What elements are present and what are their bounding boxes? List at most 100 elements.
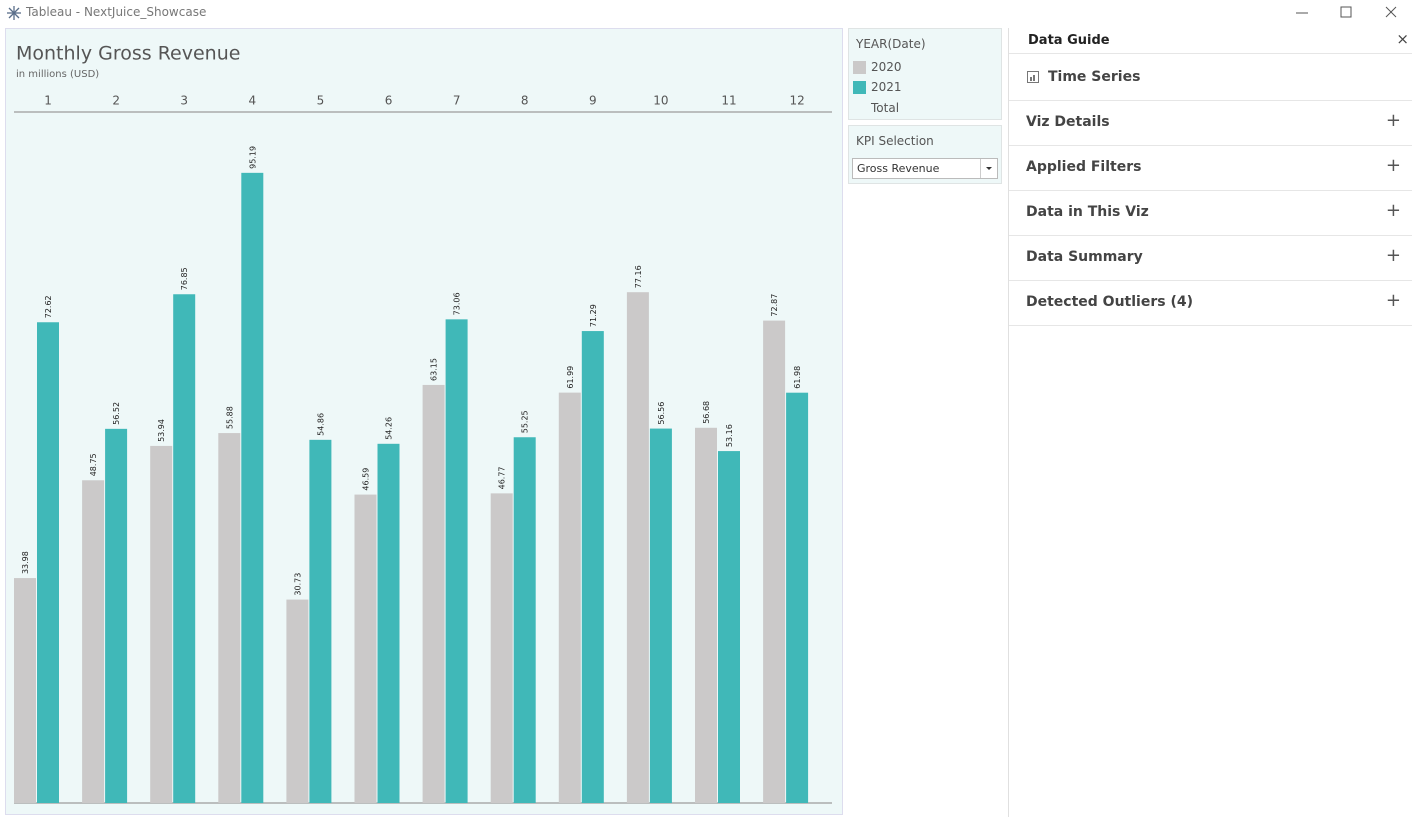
x-tick-label: 10 [653,94,668,108]
x-tick-label: 3 [180,94,188,108]
x-tick-label: 11 [721,94,736,108]
bar [354,494,377,803]
bar [626,292,649,803]
legend-swatch [853,81,866,94]
data-guide: Data Guide × Time Series Viz Details + App… [1008,28,1412,817]
bar [581,331,604,803]
guide-item-label: Viz Details [1026,114,1110,130]
guide-item-label: Applied Filters [1026,159,1142,175]
data-label: 53.16 [725,424,734,447]
x-tick-label: 2 [112,94,120,108]
data-label: 61.99 [566,366,575,389]
x-tick-label: 4 [249,94,257,108]
bar [558,392,581,803]
guide-item-label: Data in This Viz [1026,204,1149,220]
data-label: 55.88 [225,406,234,429]
guide-row[interactable]: Time Series [1009,54,1412,101]
chart: Monthly Gross Revenue in millions (USD) … [14,43,832,804]
guide-row[interactable]: Data Summary + [1009,236,1412,281]
data-label: 54.86 [316,413,325,436]
kpi-dropdown[interactable]: Gross Revenue [852,158,998,179]
app-icon [7,6,21,20]
x-tick-label: 1 [44,94,52,108]
x-tick-label: 8 [521,94,529,108]
data-label: 53.94 [157,419,166,442]
expand-icon[interactable]: + [1385,290,1401,311]
guide-row[interactable]: Applied Filters + [1009,146,1412,191]
data-label: 56.52 [112,402,121,425]
bar [786,392,809,803]
data-label: 30.73 [293,573,302,596]
x-tick-label: 9 [589,94,597,108]
guide-row[interactable]: Viz Details + [1009,101,1412,146]
bar [241,172,264,804]
bar [377,443,400,803]
expand-icon[interactable]: + [1385,245,1401,266]
sheet-icon [1027,71,1039,83]
data-label: 77.16 [634,265,643,288]
close-button[interactable]: × [1396,30,1409,48]
window-title: Tableau - NextJuice_Showcase [26,5,207,19]
legend-total[interactable]: Total [871,101,900,115]
window-controls[interactable] [1290,4,1410,22]
bar [445,319,468,803]
kpi-filter: KPI Selection Gross Revenue [848,125,1002,184]
guide-row[interactable]: Data in This Viz + [1009,191,1412,236]
guide-title: Data Guide [1028,33,1110,48]
data-label: 72.87 [770,294,779,317]
expand-icon[interactable]: + [1385,155,1401,176]
bar [695,427,717,803]
bar [218,433,241,803]
data-label: 54.26 [385,417,394,440]
bar [718,451,740,803]
expand-icon[interactable]: + [1385,110,1401,131]
data-label: 48.75 [89,453,98,476]
bar [105,428,128,803]
bar [422,384,445,803]
x-tick-label: 5 [317,94,325,108]
data-label: 61.98 [793,366,802,389]
data-label: 95.19 [248,146,257,169]
legend: YEAR(Date) 2020 2021 Total [848,28,1002,120]
data-label: 55.25 [521,410,530,433]
x-tick-label: 7 [453,94,461,108]
guide-item-label: Data Summary [1026,249,1143,265]
bar [513,437,536,803]
title-bar: Tableau - NextJuice_Showcase [0,0,1412,27]
bar [286,599,309,803]
bar [150,445,173,803]
x-tick-label: 6 [385,94,393,108]
bar [82,480,105,803]
bar [763,320,786,803]
data-label: 71.29 [589,304,598,327]
data-label: 46.59 [362,468,371,491]
guide-first: Time Series [1048,69,1141,85]
bar [173,294,196,803]
data-label: 63.15 [430,358,439,381]
data-label: 56.68 [702,401,711,424]
data-label: 72.62 [44,295,53,318]
legend-label[interactable]: 2021 [871,80,902,94]
data-label: 46.77 [498,466,507,489]
data-label: 33.98 [21,551,30,574]
data-label: 73.06 [453,292,462,315]
guide-row[interactable]: Detected Outliers (4) + [1009,281,1412,326]
bar [309,439,332,803]
data-label: 76.85 [180,267,189,290]
guide-header: Data Guide × [1009,28,1412,54]
dropdown-button [980,159,997,178]
bar [14,578,36,803]
chart-title: Monthly Gross Revenue [16,43,240,65]
x-tick-label: 12 [790,94,805,108]
chart-subtitle: in millions (USD) [16,69,99,80]
bar [490,493,513,803]
kpi-selected: Gross Revenue [857,162,940,175]
legend-title: YEAR(Date) [856,37,926,51]
bar [37,322,59,803]
kpi-label: KPI Selection [856,134,934,148]
bar [649,428,672,803]
expand-icon[interactable]: + [1385,200,1401,221]
legend-label[interactable]: 2020 [871,60,902,74]
legend-swatch [853,61,866,74]
